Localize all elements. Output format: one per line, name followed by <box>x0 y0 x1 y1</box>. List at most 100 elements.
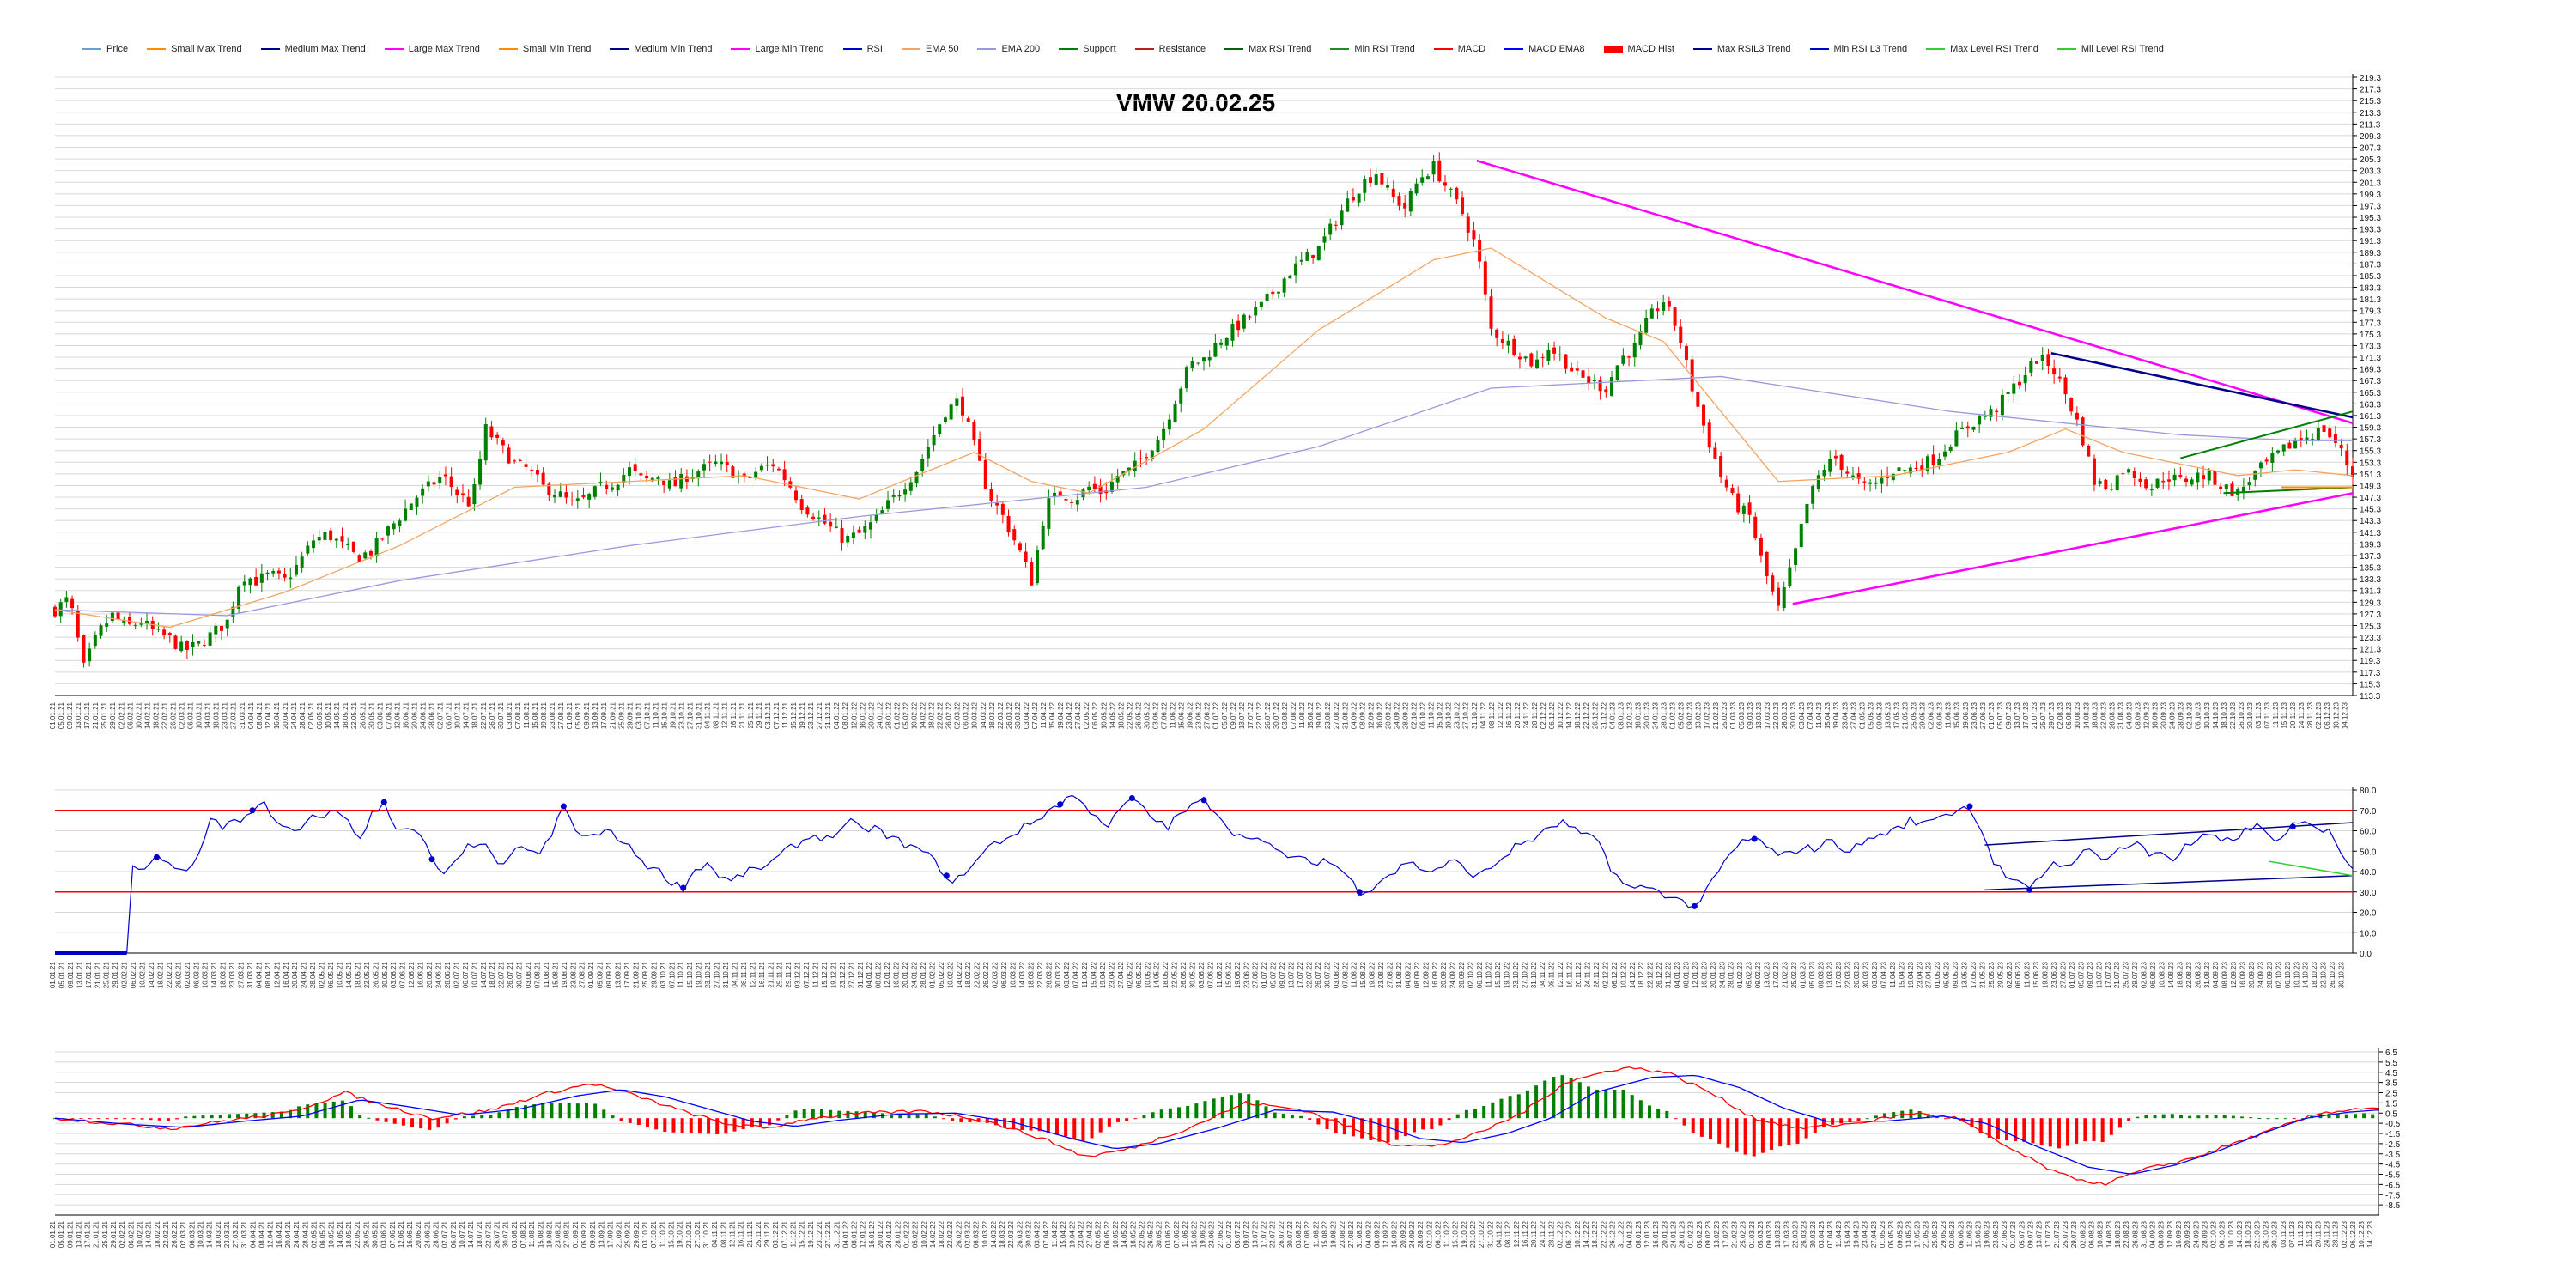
x-tick-label: 09.02.23 <box>1704 1220 1712 1248</box>
x-tick-label: 12.09.22 <box>1367 702 1375 729</box>
x-tick-label: 07.06.22 <box>1161 702 1169 729</box>
x-tick-label: 09.03.23 <box>1747 702 1754 729</box>
candle-body <box>2178 475 2183 477</box>
macd-hist-bar <box>1735 1118 1739 1152</box>
x-tick-label: 30.10.23 <box>2338 961 2346 988</box>
x-tick-label: 28.09.22 <box>1401 702 1409 729</box>
candle-body <box>1903 470 1907 471</box>
x-tick-label: 05.07.23 <box>1996 702 2004 729</box>
x-tick-label: 12.11.22 <box>1513 1220 1521 1247</box>
candle-body <box>1730 488 1735 494</box>
x-tick-label: 27.06.22 <box>1252 961 1260 988</box>
macd-hist-bar <box>140 1118 144 1120</box>
x-tick-label: 11.04.23 <box>1835 1220 1843 1247</box>
x-tick-label: 30.07.21 <box>502 1220 510 1248</box>
y-tick-label: 121.3 <box>2360 646 2381 655</box>
x-tick-label: 10.02.21 <box>135 702 143 729</box>
candle-body <box>105 623 109 627</box>
macd-hist-bar <box>2249 1117 2253 1119</box>
candle-body <box>2155 478 2160 488</box>
candle-body <box>2241 486 2245 492</box>
legend-label: Large Max Trend <box>408 44 480 54</box>
candle-body <box>271 571 276 574</box>
x-tick-label: 25.01.21 <box>101 1220 109 1248</box>
candle-body <box>455 489 459 495</box>
candle-body <box>972 422 976 440</box>
candle-body <box>605 484 609 489</box>
x-tick-label: 02.07.21 <box>453 961 460 988</box>
x-tick-label: 19.08.21 <box>545 1220 553 1248</box>
x-tick-label: 01.03.23 <box>1748 1220 1756 1248</box>
candle-body <box>759 465 763 471</box>
candle-body <box>99 625 103 636</box>
macd-hist-bar <box>558 1103 562 1119</box>
x-tick-label: 13.07.22 <box>1288 961 1296 988</box>
x-tick-label: 31.08.22 <box>1356 1220 1364 1248</box>
candle-body <box>656 477 660 479</box>
x-tick-label: 10.03.21 <box>202 961 210 988</box>
candle-body <box>886 500 890 509</box>
x-tick-label: 25.09.21 <box>624 1220 632 1248</box>
candle-body <box>289 577 293 580</box>
legend-item: Small Max Trend <box>147 44 242 54</box>
candle-body <box>1667 301 1671 307</box>
macd-hist-bar <box>279 1111 283 1119</box>
macd-hist-bar <box>1281 1113 1285 1119</box>
x-tick-label: 02.03.21 <box>184 961 191 988</box>
x-tick-label: 23.08.22 <box>1324 702 1332 729</box>
candle-body <box>179 641 184 652</box>
x-tick-label: 10.03.21 <box>196 702 204 729</box>
x-tick-label: 14.03.22 <box>980 702 987 729</box>
macd-hist-bar <box>811 1109 815 1119</box>
x-tick-label: 11.06.23 <box>1945 702 1953 728</box>
legend-item: Small Min Trend <box>498 44 591 54</box>
x-tick-label: 05.02.23 <box>1746 961 1753 988</box>
x-tick-label: 03.06.22 <box>1164 1220 1172 1248</box>
macd-hist-bar <box>2127 1118 2131 1121</box>
x-tick-label: 16.11.22 <box>1522 1220 1529 1247</box>
x-tick-label: 21.07.23 <box>2031 702 2038 729</box>
macd-hist-bar <box>157 1118 161 1121</box>
macd-hist-bar <box>776 1118 781 1121</box>
candle-body <box>340 536 344 542</box>
candle-body <box>2190 479 2194 485</box>
x-tick-label: 01.01.21 <box>49 961 57 988</box>
candle-body <box>2172 474 2177 481</box>
macd-hist-bar <box>924 1114 928 1119</box>
macd-hist-bar <box>1072 1118 1077 1139</box>
x-tick-label: 04.11.22 <box>1479 702 1487 728</box>
x-tick-label: 25.02.23 <box>1740 1220 1747 1248</box>
candle-body <box>1167 419 1171 430</box>
x-tick-label: 04.11.21 <box>731 961 738 987</box>
candle-body <box>1219 342 1224 345</box>
macd-hist-bar <box>236 1114 240 1119</box>
candle-body <box>1443 182 1447 186</box>
x-tick-label: 15.08.21 <box>532 702 539 729</box>
x-tick-label: 11.08.21 <box>528 1220 536 1247</box>
x-tick-label: 11.10.21 <box>652 702 659 728</box>
x-tick-label: 02.10.22 <box>1425 1220 1433 1248</box>
x-tick-label: 11.04.22 <box>1081 961 1089 987</box>
y-tick-label: 0.5 <box>2385 1109 2397 1119</box>
macd-hist-bar <box>1064 1118 1068 1137</box>
macd-hist-bar <box>2117 1118 2122 1128</box>
candle-body <box>903 489 908 495</box>
x-tick-label: 04.11.21 <box>704 702 712 728</box>
legend-label: EMA 200 <box>1001 44 1041 54</box>
macd-hist-bar <box>1081 1118 1085 1142</box>
x-tick-label: 22.02.21 <box>161 702 168 729</box>
x-tick-label: 04.04.21 <box>249 1220 257 1248</box>
macd-hist-bar <box>428 1118 432 1130</box>
x-tick-label: 13.09.21 <box>592 702 599 729</box>
candle-body <box>1087 486 1091 491</box>
candle-body <box>679 473 683 489</box>
x-tick-label: 02.10.22 <box>1411 702 1419 729</box>
macd-hist-bar <box>253 1113 258 1119</box>
x-tick-label: 11.06.22 <box>1216 961 1224 987</box>
x-tick-label: 05.07.22 <box>1234 1220 1242 1248</box>
x-tick-label: 29.11.21 <box>763 1220 771 1247</box>
macd-signal-line <box>54 1074 2379 1175</box>
candle-body <box>2132 471 2136 479</box>
macd-hist-bar <box>1778 1118 1783 1147</box>
y-tick-label: 205.3 <box>2360 155 2381 165</box>
